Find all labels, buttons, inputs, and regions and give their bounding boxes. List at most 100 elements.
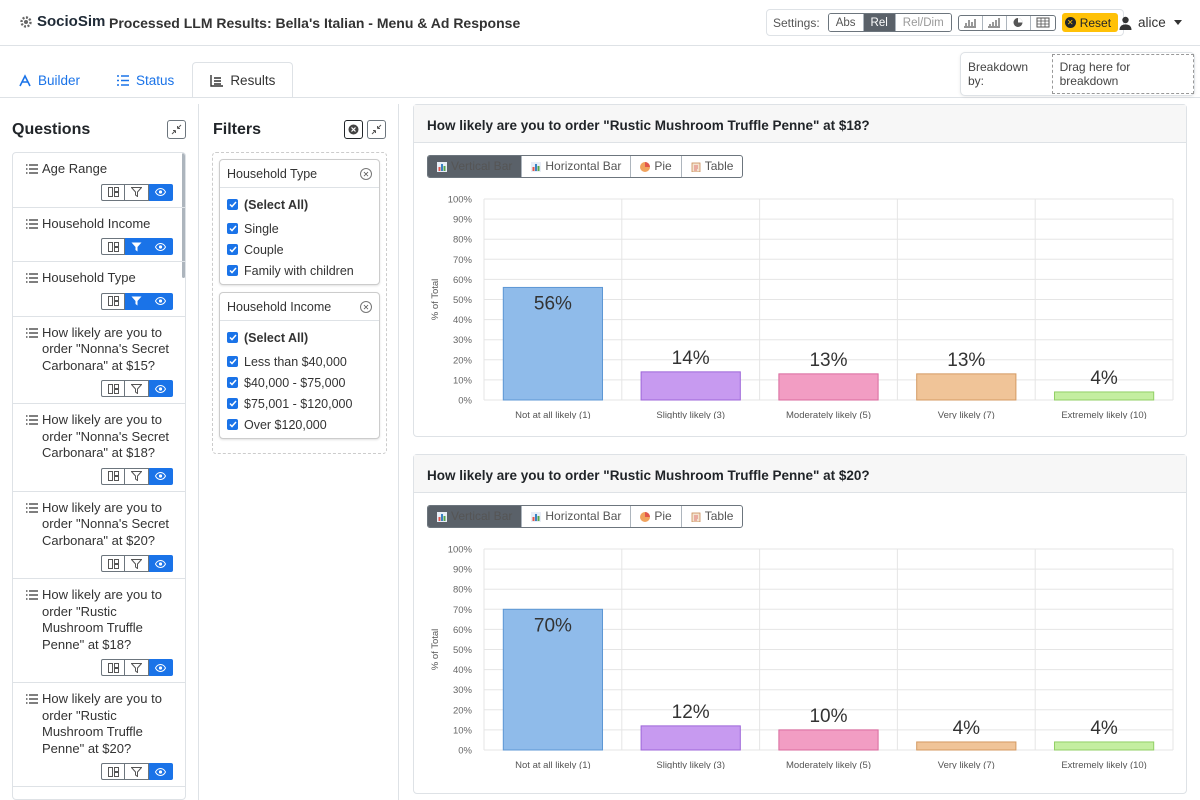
bar[interactable] [640,725,741,751]
visibility-toggle-button[interactable] [149,763,173,780]
close-circle-icon [348,124,359,135]
mode-rel-dim-button[interactable]: Rel/Dim [895,14,951,31]
visibility-toggle-button[interactable] [149,183,173,201]
breakdown-drop-zone[interactable]: Drag here for breakdown [1051,54,1194,94]
bar[interactable] [916,373,1017,401]
checkbox[interactable] [227,332,238,343]
checkbox[interactable] [227,265,238,276]
breakdown-toggle-button[interactable] [101,659,125,676]
filters-drop-zone[interactable]: Household Type ✕ (Select All) Single Couple F… [212,152,387,454]
breakdown-toggle-button[interactable] [101,292,125,310]
tab-results-label: Results [230,73,276,88]
question-item[interactable]: Household Income [13,208,185,262]
checkbox[interactable] [227,244,238,255]
question-item[interactable]: How likely are you to order "Rustic Mush… [13,683,185,787]
check-icon [228,400,237,407]
bar[interactable] [1053,391,1155,401]
breakdown-toggle-button[interactable] [101,380,125,397]
checkbox[interactable] [227,356,238,367]
chart-type-vertical-bar-button[interactable]: Vertical Bar [428,156,523,177]
breakdown-toggle-button[interactable] [101,555,125,572]
questions-collapse-button[interactable] [167,120,186,139]
visibility-toggle-button[interactable] [149,467,173,485]
clear-filters-button[interactable] [344,120,363,139]
list-icon [26,415,38,425]
chart-type-horizontal-bar-button[interactable]: Horizontal Bar [522,156,632,177]
filter-option-checkbox[interactable]: Less than $40,000 [227,351,372,372]
filter-toggle-button[interactable] [125,183,149,201]
filter-toggle-button[interactable] [125,380,149,397]
chart-type-table-button[interactable]: Table [682,506,743,527]
filter-option-checkbox[interactable]: $75,001 - $120,000 [227,393,372,414]
visibility-toggle-button[interactable] [149,659,173,676]
filter-toggle-button[interactable] [125,763,149,780]
checkbox-label: Single [244,221,279,236]
question-item[interactable]: Age Range [13,153,185,208]
breakdown-toggle-button[interactable] [101,183,125,201]
question-item[interactable]: How likely are you to order "Nonna's Sec… [13,404,185,492]
filter-toggle-button[interactable] [125,238,149,255]
default-horizontal-bar-button[interactable] [983,15,1007,30]
chart-type-horizontal-bar-button[interactable]: Horizontal Bar [522,506,632,527]
question-label: How likely are you to order "Nonna's Sec… [42,324,170,373]
remove-filter-icon[interactable]: ✕ [360,301,372,313]
chart-type-pie-button[interactable]: Pie [631,156,682,177]
breakdown-toggle-button[interactable] [101,238,125,255]
checkbox[interactable] [227,223,238,234]
question-item[interactable]: How likely are you to order "Nonna's Sec… [13,492,185,579]
default-table-button[interactable] [1031,16,1055,30]
question-item[interactable]: How likely are you to order "Nonna's Sec… [13,317,185,404]
default-pie-button[interactable] [1007,15,1031,30]
chart-type-table-button[interactable]: Table [682,156,743,177]
checkbox-label: Less than $40,000 [244,354,347,369]
filter-toggle-button[interactable] [125,292,149,310]
select-all-checkbox[interactable]: (Select All) [227,327,372,348]
checkbox[interactable] [227,398,238,409]
visibility-toggle-button[interactable] [149,380,173,397]
tab-status[interactable]: Status [98,62,192,98]
filter-toggle-button[interactable] [125,659,149,676]
mode-rel-button[interactable]: Rel [863,14,896,31]
visibility-toggle-button[interactable] [149,555,173,572]
remove-filter-icon[interactable]: ✕ [360,168,372,180]
visibility-toggle-button[interactable] [149,292,173,310]
tab-builder[interactable]: Builder [0,62,98,98]
filter-toggle-button[interactable] [125,467,149,485]
page-title: Processed LLM Results: Bella's Italian -… [109,15,521,31]
bar[interactable] [640,371,741,401]
question-item[interactable]: How likely are you to order "Rustic Mush… [13,579,185,683]
bar[interactable] [916,741,1017,751]
visibility-toggle-button[interactable] [149,238,173,255]
filter-option-checkbox[interactable]: Family with children [227,260,372,281]
filters-collapse-button[interactable] [367,120,386,139]
app-logo[interactable]: SocioSim [18,13,105,30]
user-menu[interactable]: alice [1119,15,1182,30]
checkbox[interactable] [227,377,238,388]
questions-scrollbar[interactable] [182,153,185,278]
checkbox[interactable] [227,199,238,210]
question-item[interactable]: Household Type [13,262,185,317]
default-vertical-bar-button[interactable] [959,15,983,30]
mode-abs-button[interactable]: Abs [828,14,864,31]
chart-type-selector: Vertical Bar Horizontal Bar Pie Table [427,155,744,178]
tab-results[interactable]: Results [192,62,294,98]
filter-toggle-button[interactable] [125,555,149,572]
filter-option-checkbox[interactable]: Single [227,218,372,239]
x-tick-label: Very likely (7) [938,410,995,419]
checkbox[interactable] [227,419,238,430]
bar[interactable] [502,286,604,401]
filter-option-checkbox[interactable]: Couple [227,239,372,260]
breakdown-toggle-button[interactable] [101,763,125,780]
list-icon [26,273,38,283]
filter-option-checkbox[interactable]: $40,000 - $75,000 [227,372,372,393]
bar[interactable] [1053,741,1155,751]
reset-button[interactable]: ✕ Reset [1061,13,1119,32]
filter-option-checkbox[interactable]: Over $120,000 [227,414,372,435]
chart-type-vertical-bar-button[interactable]: Vertical Bar [428,506,523,527]
bar[interactable] [778,729,879,751]
chart-type-pie-button[interactable]: Pie [631,506,682,527]
select-all-checkbox[interactable]: (Select All) [227,194,372,215]
bar[interactable] [778,373,879,401]
breakdown-toggle-button[interactable] [101,467,125,485]
bar[interactable] [502,608,604,751]
